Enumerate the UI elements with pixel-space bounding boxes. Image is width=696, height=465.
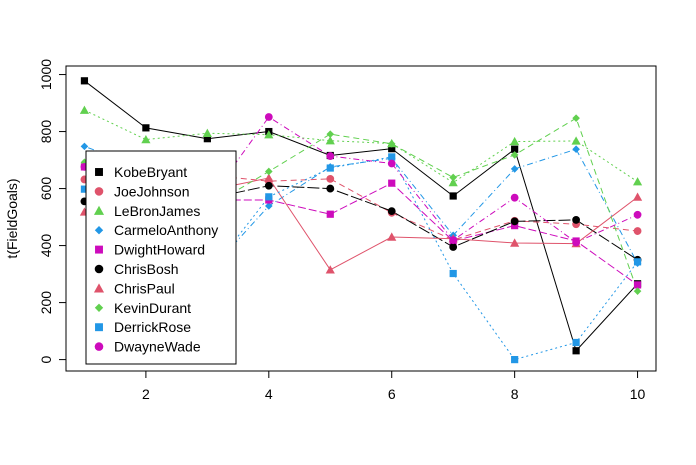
data-point-kobebryant: [203, 135, 211, 143]
y-tick-label: 400: [38, 234, 54, 258]
data-point-dwaynewade: [387, 159, 396, 168]
legend-marker-chrisbosh: [94, 264, 104, 274]
data-point-chrispaul: [632, 192, 643, 201]
y-axis: 0 200 400 600 800 1000: [38, 59, 67, 363]
legend-label: DwayneWade: [114, 339, 201, 355]
data-point-kobebryant: [511, 145, 519, 153]
data-point-kobebryant: [449, 192, 457, 200]
data-point-lebronjames: [202, 128, 212, 137]
data-point-derrickrose: [572, 338, 580, 347]
legend-marker-joejohnson: [94, 187, 104, 196]
y-tick-label: 1000: [38, 59, 54, 90]
data-point-derrickrose: [265, 193, 273, 201]
data-point-kevindurant: [326, 130, 335, 138]
data-point-derrickrose: [449, 269, 457, 278]
legend-label: KobeBryant: [114, 164, 187, 180]
data-point-dwaynewade: [572, 238, 581, 247]
data-point-chrisbosh: [326, 184, 335, 193]
data-point-joejohnson: [326, 174, 335, 183]
data-point-chrispaul: [387, 232, 397, 241]
data-point-carmeloanthony: [510, 165, 519, 173]
x-tick-label: 6: [388, 386, 396, 402]
data-point-joejohnson: [633, 227, 642, 235]
legend-marker-kevindurant: [94, 303, 104, 312]
data-point-lebronjames: [79, 105, 90, 114]
legend-label: DwightHoward: [114, 242, 205, 258]
data-point-dwaynewade: [449, 236, 458, 245]
data-point-lebronjames: [264, 130, 274, 139]
data-point-carmeloanthony: [265, 202, 273, 210]
data-point-lebronjames: [632, 177, 643, 186]
data-point-chrisbosh: [449, 243, 458, 251]
x-tick-label: 8: [511, 386, 519, 402]
series-line-kobebryant: [84, 80, 638, 352]
legend-label: ChrisBosh: [114, 261, 179, 277]
data-point-dwaynewade: [326, 152, 335, 160]
data-point-kobebryant: [80, 77, 89, 85]
data-point-kobebryant: [388, 145, 396, 153]
y-axis-title: t(FieldGoals): [4, 178, 20, 258]
data-point-dwaynewade: [510, 193, 519, 202]
legend-marker-dwighthoward: [95, 245, 103, 254]
data-point-dwighthoward: [633, 281, 642, 289]
legend-marker-dwaynewade: [94, 342, 104, 351]
data-point-derrickrose: [633, 258, 642, 266]
data-point-kevindurant: [633, 287, 642, 295]
data-point-derrickrose: [80, 185, 89, 193]
data-point-chrispaul: [510, 238, 520, 247]
legend: KobeBryant JoeJohnson LeBronJames CarmeloAn…: [85, 150, 237, 365]
y-tick-label: 600: [38, 177, 54, 201]
legend-marker-lebronjames: [93, 205, 105, 215]
legend-marker-chrispaul: [93, 283, 105, 293]
y-tick-label: 200: [38, 291, 54, 315]
x-tick-label: 2: [142, 386, 150, 402]
data-point-derrickrose: [326, 164, 334, 172]
data-point-kevindurant: [572, 114, 580, 122]
data-point-derrickrose: [388, 153, 396, 161]
legend-label: ChrisPaul: [114, 280, 175, 296]
y-tick-label: 0: [38, 355, 54, 363]
data-point-dwaynewade: [633, 210, 642, 219]
data-point-lebronjames: [325, 136, 335, 145]
series-line-kevindurant: [84, 117, 639, 292]
legend-label: JoeJohnson: [114, 183, 190, 199]
data-point-carmeloanthony: [572, 145, 580, 154]
data-point-dwaynewade: [264, 113, 273, 121]
data-point-chrisbosh: [572, 216, 581, 224]
data-point-lebronjames: [448, 177, 458, 187]
data-point-chrisbosh: [510, 217, 519, 226]
legend-marker-derrickrose: [95, 323, 103, 332]
x-axis: 2 4 6 8 10: [142, 370, 646, 402]
data-point-kevindurant: [449, 173, 457, 182]
data-point-kevindurant: [387, 140, 396, 148]
data-point-chrispaul: [325, 265, 335, 274]
data-point-lebronjames: [510, 136, 520, 146]
data-point-kobebryant: [142, 124, 150, 132]
data-point-chrisbosh: [387, 207, 396, 215]
data-point-lebronjames: [571, 136, 581, 145]
legend-label: DerrickRose: [114, 319, 191, 335]
legend-marker-carmeloanthony: [94, 226, 104, 235]
legend-box: [85, 150, 237, 365]
data-point-carmeloanthony: [80, 142, 89, 151]
data-point-kevindurant: [265, 167, 273, 176]
data-point-dwighthoward: [388, 179, 396, 187]
data-point-derrickrose: [511, 355, 519, 364]
data-point-lebronjames: [141, 134, 151, 144]
legend-label: CarmeloAnthony: [114, 222, 218, 238]
data-point-chrispaul: [264, 173, 274, 182]
x-tick-label: 10: [630, 386, 646, 402]
legend-marker-kobebryant: [95, 168, 103, 176]
y-tick-label: 800: [38, 120, 54, 144]
data-point-kevindurant: [510, 151, 519, 159]
legend-label: LeBronJames: [114, 203, 200, 219]
data-point-chrisbosh: [264, 181, 273, 190]
data-point-dwighthoward: [511, 222, 519, 230]
legend-label: KevinDurant: [114, 300, 191, 316]
data-point-kobebryant: [572, 347, 580, 355]
data-point-dwighthoward: [326, 210, 334, 218]
x-tick-label: 4: [265, 386, 273, 402]
